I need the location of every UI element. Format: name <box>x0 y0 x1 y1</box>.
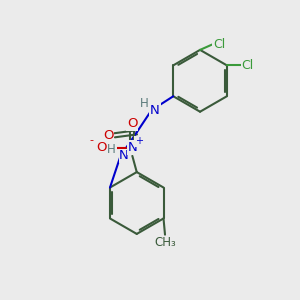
Text: +: + <box>135 136 143 146</box>
Text: Cl: Cl <box>241 59 254 72</box>
Text: O: O <box>127 117 138 130</box>
Text: N: N <box>128 141 137 154</box>
Text: N: N <box>119 149 129 162</box>
Text: Cl: Cl <box>213 38 225 50</box>
Text: O: O <box>96 141 107 154</box>
Text: H: H <box>107 143 116 156</box>
Text: CH₃: CH₃ <box>154 236 176 249</box>
Text: O: O <box>103 129 113 142</box>
Text: H: H <box>140 97 148 110</box>
Text: N: N <box>150 104 160 117</box>
Text: -: - <box>89 135 93 145</box>
